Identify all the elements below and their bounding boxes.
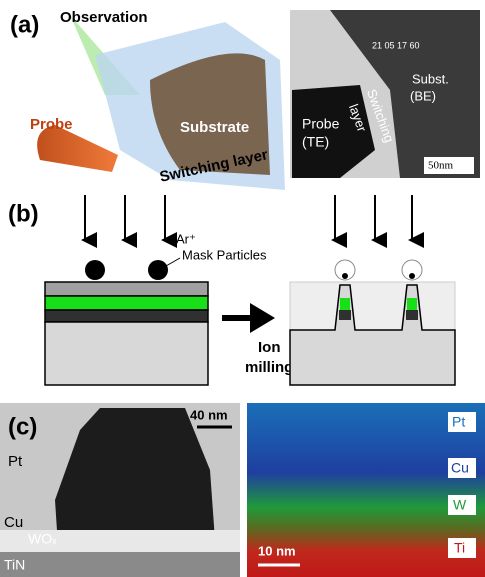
label: WOₓ xyxy=(28,531,57,547)
label: Observation xyxy=(60,9,148,26)
label: Pt xyxy=(452,414,465,430)
label: Ion xyxy=(258,339,281,356)
process-arrow xyxy=(222,303,275,333)
scale-label: 10 nm xyxy=(258,543,296,558)
label: Ar⁺ xyxy=(176,231,196,246)
tem-layer xyxy=(0,552,240,577)
label: (TE) xyxy=(302,134,329,150)
figure: (a) Observation Probe Substrate Switchin… xyxy=(0,0,485,577)
label: Mask Particles xyxy=(182,247,267,262)
stack xyxy=(45,282,208,385)
label: W xyxy=(453,497,467,513)
ion-arrows xyxy=(85,195,412,240)
scale-label: 50nm xyxy=(428,160,454,172)
particle xyxy=(148,260,168,280)
pointer xyxy=(166,258,180,266)
label: Probe xyxy=(30,116,73,133)
label: Cu xyxy=(451,460,469,476)
label: TiN xyxy=(4,557,25,573)
scale-label: 40 nm xyxy=(190,407,228,422)
label: Subst. xyxy=(412,71,449,86)
panel-label: (c) xyxy=(8,413,37,440)
label: (BE) xyxy=(410,88,436,103)
label: milling xyxy=(245,359,293,376)
label: Probe xyxy=(302,116,340,132)
milled-stack xyxy=(290,260,455,385)
label: Ti xyxy=(454,540,465,556)
label: Cu xyxy=(4,514,23,531)
particle xyxy=(85,260,105,280)
label: Pt xyxy=(8,453,23,470)
panel-label: (a) xyxy=(10,11,39,38)
label: Substrate xyxy=(180,119,249,136)
label: 21 05 17 60 xyxy=(372,40,420,50)
panel-label: (b) xyxy=(8,200,39,227)
